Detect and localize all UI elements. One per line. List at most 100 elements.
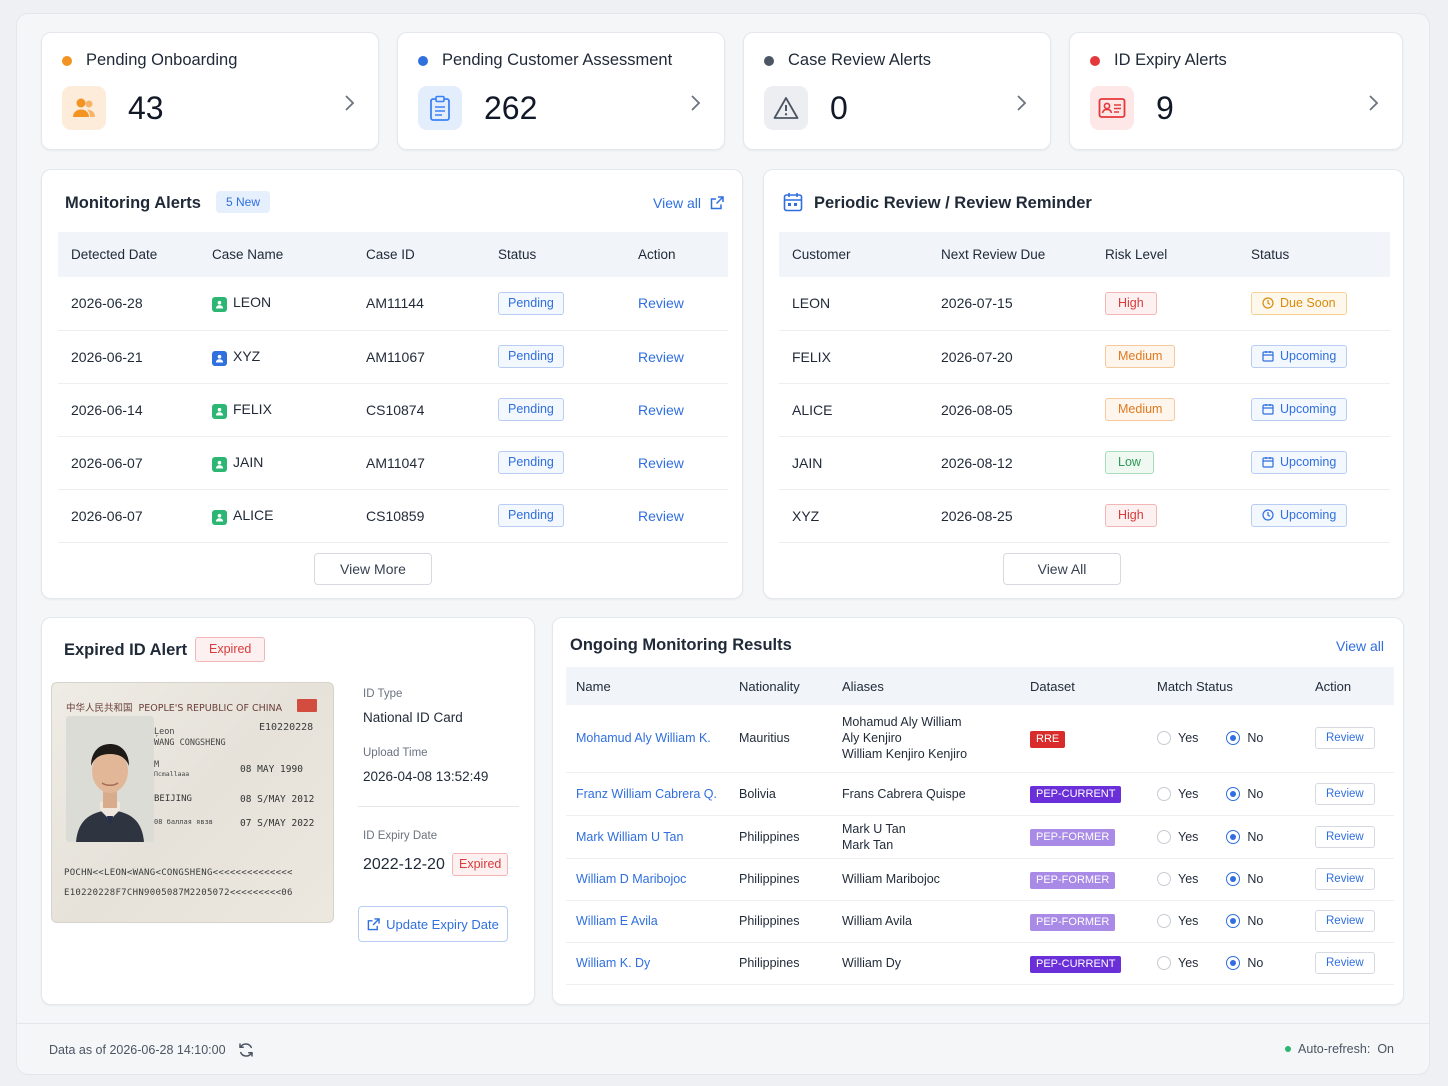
review-link[interactable]: Review (638, 295, 684, 312)
no-radio[interactable] (1226, 731, 1241, 746)
review-status-badge: Upcoming (1251, 504, 1348, 527)
col-case-id: Case ID (366, 232, 498, 277)
risk-badge: High (1105, 291, 1157, 315)
status-dot (62, 55, 72, 66)
match-no-option[interactable]: No (1226, 829, 1263, 844)
kpi-id-expiry-alerts[interactable]: ID Expiry Alerts 9 (1069, 32, 1403, 150)
result-name-link[interactable]: Franz William Cabrera Q. (576, 786, 717, 801)
chevron-right-icon[interactable] (342, 93, 356, 113)
alias: William Avila (842, 914, 912, 928)
result-name-link[interactable]: William K. Dy (576, 956, 651, 970)
status-dot (1285, 1046, 1292, 1052)
match-no-option[interactable]: No (1226, 872, 1263, 886)
chevron-right-icon[interactable] (1014, 93, 1028, 113)
alias: William Maribojoc (842, 872, 940, 886)
alias: Mark Tan (842, 837, 894, 852)
no-radio[interactable] (1226, 829, 1241, 844)
auto-refresh-status[interactable]: Auto-refresh: On (1285, 1042, 1394, 1056)
review-link[interactable]: Review (638, 348, 684, 365)
person-icon (212, 403, 227, 419)
upload-time-label: Upload Time (363, 747, 428, 759)
clipboard-icon (418, 86, 462, 130)
review-status-label: Upcoming (1280, 349, 1337, 363)
view-more-button[interactable]: View More (314, 553, 432, 585)
yes-radio[interactable] (1157, 872, 1171, 886)
kpi-pending-onboarding[interactable]: Pending Onboarding 43 (41, 32, 379, 150)
status-dot (1090, 55, 1100, 66)
yes-radio[interactable] (1157, 914, 1171, 928)
result-name-link[interactable]: Mohamud Aly William K. (576, 731, 711, 746)
expiry-expired-badge: Expired (452, 853, 509, 876)
edit-icon (367, 917, 380, 930)
match-yes-option[interactable]: Yes (1157, 786, 1198, 801)
no-radio[interactable] (1226, 786, 1241, 801)
status-badge: Pending (498, 504, 564, 527)
yes-radio[interactable] (1157, 786, 1171, 801)
review-button[interactable]: Review (1315, 825, 1375, 848)
aliases: Mohamud Aly William Aly Kenjiro William Ke… (842, 705, 1030, 773)
result-name-link[interactable]: Mark William U Tan (576, 829, 684, 844)
nationality: Bolivia (739, 772, 842, 816)
yes-radio[interactable] (1157, 956, 1171, 970)
match-yes-option[interactable]: Yes (1157, 872, 1198, 886)
table-row: FELIX 2026-07-20 Medium Upcoming (779, 330, 1390, 384)
table-row: Mark William U Tan Philippines Mark U Tan M… (566, 815, 1394, 859)
refresh-icon[interactable] (238, 1042, 254, 1058)
auto-refresh-value: On (1377, 1042, 1394, 1056)
review-button[interactable]: Review (1315, 782, 1375, 805)
card-expiry-label: 08 баллая явзв (154, 818, 214, 826)
calendar-icon (1262, 349, 1280, 363)
ongoing-table: Name Nationality Aliases Dataset Match S… (566, 667, 1394, 985)
review-button[interactable]: Review (1315, 727, 1375, 750)
aliases: William Avila (842, 900, 1030, 943)
table-row: 2026-06-28 LEON AM11144 Pending Review (58, 277, 728, 331)
review-link[interactable]: Review (638, 507, 684, 524)
match-yes-option[interactable]: Yes (1157, 956, 1198, 970)
review-button[interactable]: Review (1315, 910, 1375, 932)
table-row: William D Maribojoc Philippines William Ma… (566, 858, 1394, 901)
kpi-case-review-alerts[interactable]: Case Review Alerts 0 (743, 32, 1051, 150)
upload-time-value: 2026-04-08 13:52:49 (363, 769, 489, 784)
card-issue-date: 08 S/MAY 2012 (240, 794, 315, 805)
review-button[interactable]: Review (1315, 952, 1375, 974)
customer-name: XYZ (779, 489, 941, 543)
view-all-button[interactable]: View All (1003, 553, 1121, 585)
match-no-option[interactable]: No (1226, 731, 1263, 746)
footer-divider (17, 1023, 1429, 1024)
detected-date: 2026-06-07 (58, 489, 212, 543)
match-yes-option[interactable]: Yes (1157, 731, 1198, 746)
match-no-option[interactable]: No (1226, 914, 1263, 928)
update-expiry-button[interactable]: Update Expiry Date (358, 906, 508, 942)
no-radio[interactable] (1226, 914, 1241, 928)
no-radio[interactable] (1226, 956, 1241, 970)
review-button[interactable]: Review (1315, 868, 1375, 890)
match-yes-option[interactable]: Yes (1157, 829, 1198, 844)
match-yes-option[interactable]: Yes (1157, 914, 1198, 928)
detected-date: 2026-06-28 (58, 277, 212, 331)
view-all-link[interactable]: View all (1336, 638, 1384, 654)
review-link[interactable]: Review (638, 401, 684, 418)
clock-icon (1262, 508, 1280, 522)
no-radio[interactable] (1226, 872, 1241, 886)
result-name-link[interactable]: William D Maribojoc (576, 872, 687, 886)
chevron-right-icon[interactable] (688, 93, 702, 113)
table-row: Mohamud Aly William K. Mauritius Mohamud A… (566, 705, 1394, 773)
dataset-badge: PEP-CURRENT (1030, 786, 1122, 803)
aliases: Mark U Tan Mark Tan (842, 815, 1030, 859)
kpi-pending-assessment[interactable]: Pending Customer Assessment 262 (397, 32, 725, 150)
kpi-title: Pending Onboarding (86, 51, 238, 69)
review-link[interactable]: Review (638, 454, 684, 471)
case-id: AM11047 (366, 436, 498, 490)
case-name: LEON (233, 294, 272, 311)
case-id: CS10874 (366, 383, 498, 437)
nationality: Philippines (739, 858, 842, 901)
result-name-link[interactable]: William E Avila (576, 914, 658, 928)
no-label: No (1247, 872, 1264, 886)
yes-radio[interactable] (1157, 829, 1171, 844)
case-name: JAIN (233, 453, 264, 470)
chevron-right-icon[interactable] (1366, 93, 1380, 113)
view-all-link[interactable]: View all (653, 195, 724, 211)
match-no-option[interactable]: No (1226, 786, 1263, 801)
match-no-option[interactable]: No (1226, 956, 1263, 970)
yes-radio[interactable] (1157, 731, 1171, 746)
